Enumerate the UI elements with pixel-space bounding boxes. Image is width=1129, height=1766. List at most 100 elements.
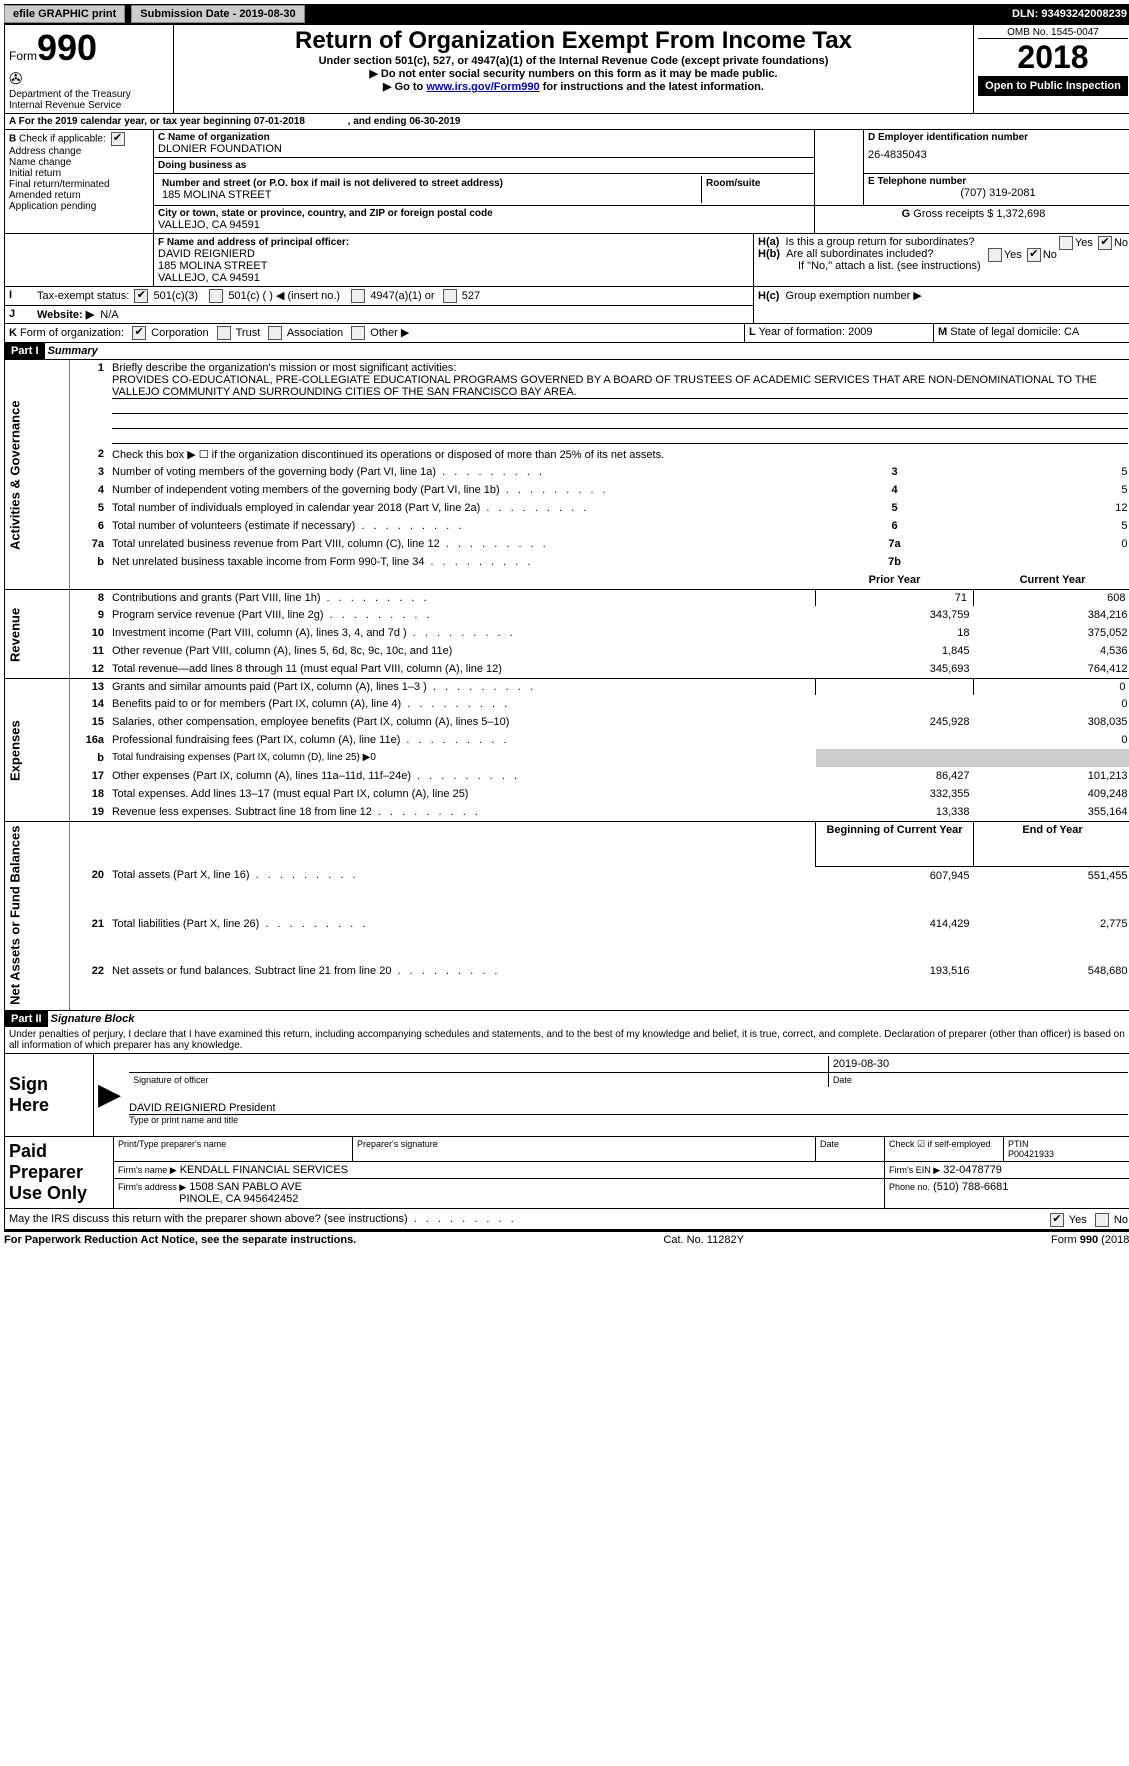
- opt-name-change: Name change: [9, 157, 149, 168]
- period-begin: A For the 2019 calendar year, or tax yea…: [9, 116, 305, 127]
- irs-link[interactable]: www.irs.gov/Form990: [426, 81, 539, 93]
- officer-city: VALLEJO, CA 94591: [158, 272, 749, 284]
- chk-assoc[interactable]: [268, 326, 282, 340]
- dept-treasury: Department of the Treasury: [9, 89, 169, 100]
- firm-ein: 32-0478779: [943, 1164, 1002, 1176]
- exp-text: Total fundraising expenses (Part IX, col…: [112, 752, 376, 763]
- rev-current: 375,052: [974, 624, 1129, 642]
- footer-right: Form 990 (2018): [1051, 1234, 1129, 1246]
- chk-corp[interactable]: ✔: [132, 326, 146, 340]
- ag-row-val: 5: [974, 517, 1129, 535]
- chk-other[interactable]: [351, 326, 365, 340]
- ag-row-val: 5: [974, 463, 1129, 481]
- exp-current: 409,248: [974, 785, 1129, 803]
- opt-address-change: Address change: [9, 146, 149, 157]
- room-label: Room/suite: [706, 178, 806, 189]
- date-label: Date: [828, 1072, 1128, 1087]
- tax-status-row: I Tax-exempt status: ✔ 501(c)(3) 501(c) …: [5, 286, 1129, 323]
- box-k-label: K: [9, 327, 17, 339]
- line2-text: Check this box ▶ ☐ if the organization d…: [108, 446, 1129, 463]
- exp-prior: [816, 731, 974, 749]
- exp-shaded: [974, 749, 1129, 767]
- checkbox-icon[interactable]: ✔: [111, 132, 125, 146]
- form-prefix: Form: [9, 49, 37, 63]
- goto-post: for instructions and the latest informat…: [540, 81, 764, 93]
- discuss-yes[interactable]: ✔: [1050, 1213, 1064, 1227]
- line1-label: Briefly describe the organization's miss…: [112, 362, 456, 374]
- opt-final-return: Final return/terminated: [9, 179, 149, 190]
- chk-4947[interactable]: [351, 289, 365, 303]
- street: 185 MOLINA STREET: [162, 189, 697, 201]
- officer-street: 185 MOLINA STREET: [158, 260, 749, 272]
- discuss-no[interactable]: [1095, 1213, 1109, 1227]
- chk-trust[interactable]: [217, 326, 231, 340]
- top-bar: efile GRAPHIC print Submission Date - 20…: [4, 4, 1129, 24]
- sign-here-block: Sign Here ▶ 2019-08-30 Signature of offi…: [5, 1053, 1129, 1136]
- footer-mid: Cat. No. 11282Y: [663, 1234, 744, 1246]
- exp-num: 13: [70, 679, 109, 696]
- ag-row-val: [974, 553, 1129, 571]
- ha-yes[interactable]: [1059, 236, 1073, 250]
- opt-trust: Trust: [236, 327, 261, 339]
- ag-row-num: 4: [70, 481, 109, 499]
- prep-date-label: Date: [816, 1136, 885, 1161]
- opt-527: 527: [462, 290, 480, 302]
- ha-no[interactable]: ✔: [1098, 236, 1112, 250]
- city-label: City or town, state or province, country…: [158, 208, 810, 219]
- hb-no[interactable]: ✔: [1027, 248, 1041, 262]
- exp-prior: 245,928: [816, 713, 974, 731]
- ag-row-text: Number of independent voting members of …: [112, 484, 609, 496]
- rev-text: Program service revenue (Part VIII, line…: [112, 609, 433, 621]
- sign-here-label: Sign Here: [5, 1053, 94, 1136]
- rev-text: Investment income (Part VIII, column (A)…: [112, 627, 516, 639]
- chk-527[interactable]: [443, 289, 457, 303]
- rev-text: Other revenue (Part VIII, column (A), li…: [112, 645, 452, 657]
- rev-num: 10: [70, 624, 109, 642]
- firm-name-label: Firm's name ▶: [118, 1165, 177, 1175]
- open-public: Open to Public Inspection: [978, 76, 1128, 96]
- part2-header-row: Part II Signature Block: [5, 1010, 1129, 1027]
- exp-current: 0: [974, 695, 1129, 713]
- opt-assoc: Association: [287, 327, 343, 339]
- efile-button[interactable]: efile GRAPHIC print: [4, 5, 125, 23]
- part2-header: Part II: [5, 1011, 48, 1027]
- box-i-label: I: [9, 289, 12, 301]
- chk-501c3[interactable]: ✔: [134, 289, 148, 303]
- na-text: Net assets or fund balances. Subtract li…: [112, 965, 500, 977]
- hb-note: If "No," attach a list. (see instruction…: [758, 260, 1128, 272]
- ag-row-num: 5: [70, 499, 109, 517]
- exp-prior: 86,427: [816, 767, 974, 785]
- subtitle-1: Under section 501(c), 527, or 4947(a)(1)…: [178, 55, 969, 67]
- perjury-text: Under penalties of perjury, I declare th…: [5, 1027, 1129, 1053]
- tab-netassets: Net Assets or Fund Balances: [5, 822, 70, 1010]
- box-e-label: E Telephone number: [868, 176, 1128, 187]
- ptin: P00421933: [1008, 1149, 1054, 1159]
- opt-amended: Amended return: [9, 190, 149, 201]
- hb-yes[interactable]: [988, 248, 1002, 262]
- exp-current: 101,213: [974, 767, 1129, 785]
- exp-text: Other expenses (Part IX, column (A), lin…: [112, 770, 520, 782]
- na-prior: 414,429: [816, 915, 974, 962]
- na-num: 22: [70, 962, 109, 1009]
- ptin-label: PTIN: [1008, 1139, 1029, 1149]
- rev-prior: 343,759: [816, 606, 974, 624]
- part2-title: Signature Block: [51, 1013, 135, 1025]
- footer-left: For Paperwork Reduction Act Notice, see …: [4, 1234, 356, 1246]
- exp-text: Professional fundraising fees (Part IX, …: [112, 734, 509, 746]
- exp-text: Grants and similar amounts paid (Part IX…: [112, 681, 536, 693]
- exp-num: 18: [70, 785, 109, 803]
- exp-prior: 13,338: [816, 803, 974, 822]
- na-num: 21: [70, 915, 109, 962]
- exp-text: Total expenses. Add lines 13–17 (must eq…: [112, 788, 468, 800]
- header-table: Form990 ✇ Department of the Treasury Int…: [5, 25, 1129, 114]
- ha-text: Is this a group return for subordinates?: [786, 236, 975, 248]
- rev-prior: 1,845: [816, 642, 974, 660]
- chk-501c[interactable]: [209, 289, 223, 303]
- prep-sig-label: Preparer's signature: [353, 1136, 816, 1161]
- subtitle-3: ▶ Go to www.irs.gov/Form990 for instruct…: [178, 80, 969, 93]
- tab-activities: Activities & Governance: [5, 360, 70, 590]
- exp-text: Benefits paid to or for members (Part IX…: [112, 698, 510, 710]
- dba-label: Doing business as: [158, 160, 810, 171]
- ag-row-val: 12: [974, 499, 1129, 517]
- rev-text: Total revenue—add lines 8 through 11 (mu…: [112, 663, 502, 675]
